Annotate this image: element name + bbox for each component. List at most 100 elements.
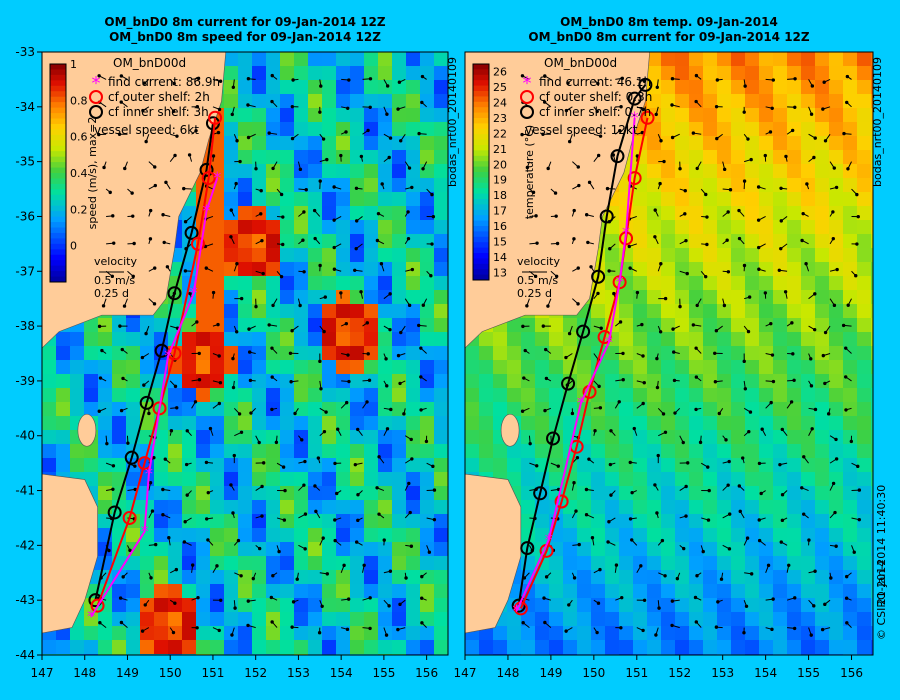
- current-arrowhead: [161, 513, 165, 517]
- current-arrowhead: [663, 574, 667, 578]
- current-arrowhead: [384, 633, 389, 637]
- data-field: * * * * * * *: [465, 52, 873, 655]
- x-tick-label: 153: [287, 666, 310, 680]
- current-arrowhead: [353, 462, 358, 467]
- current-arrowhead: [431, 214, 436, 219]
- track-marker-circle: [610, 149, 625, 164]
- current-arrowhead: [281, 242, 285, 247]
- current-arrowhead: [173, 601, 177, 605]
- chart-subtitle: OM_bnD0 8m speed for 09-Jan-2014 12Z: [109, 30, 381, 45]
- copyright-label: © CSIRO 2014: [875, 560, 888, 640]
- current-arrowhead: [809, 112, 814, 116]
- velocity-key-title: velocity: [94, 255, 137, 268]
- current-arrowhead: [655, 85, 659, 89]
- current-arrowhead: [161, 487, 165, 492]
- current-arrowhead: [598, 567, 602, 572]
- track-find-current: *******: [513, 108, 639, 620]
- current-arrowhead: [335, 491, 339, 496]
- current-arrowhead: [193, 400, 198, 404]
- current-arrowhead: [546, 166, 550, 171]
- current-arrowhead: [619, 626, 623, 630]
- current-arrowhead: [845, 621, 849, 625]
- current-arrowhead: [620, 595, 624, 600]
- current-arrowhead: [332, 185, 336, 189]
- current-arrowhead: [119, 408, 124, 413]
- current-arrowhead: [194, 128, 198, 133]
- current-arrowhead: [778, 462, 782, 467]
- current-arrowhead: [339, 291, 343, 295]
- current-arrowhead: [783, 290, 788, 294]
- colorbar-segment: [473, 177, 489, 184]
- current-arrowhead: [182, 186, 186, 191]
- current-arrowhead: [534, 214, 538, 218]
- current-arrowhead: [834, 185, 839, 190]
- current-arrowhead: [424, 439, 429, 444]
- current-arrowhead: [543, 347, 548, 352]
- current-arrowhead: [238, 159, 242, 164]
- current-arrowhead: [654, 112, 658, 117]
- current-arrowhead: [420, 621, 424, 625]
- current-arrowhead: [182, 540, 187, 544]
- current-arrowhead: [367, 378, 372, 383]
- current-arrowhead: [375, 238, 380, 243]
- current-arrowhead: [97, 409, 101, 413]
- current-arrowhead: [148, 237, 153, 241]
- current-arrowhead: [722, 303, 727, 308]
- current-arrowhead: [318, 263, 322, 268]
- current-arrowhead: [663, 296, 668, 301]
- legend-label: cf inner shelf: 0.7h: [539, 105, 651, 119]
- current-arrowhead: [572, 208, 576, 213]
- current-arrowhead: [237, 412, 242, 416]
- current-arrowhead: [388, 136, 393, 140]
- current-arrowhead: [147, 411, 151, 416]
- current-arrowhead: [128, 548, 132, 553]
- current-arrowhead: [706, 518, 711, 522]
- current-arrowhead: [323, 295, 327, 299]
- current-arrowhead: [829, 576, 833, 580]
- colorbar-tick-label: 26: [493, 66, 507, 79]
- current-arrowhead: [325, 572, 330, 576]
- current-arrowhead: [304, 188, 308, 192]
- current-arrowhead: [290, 136, 295, 141]
- colorbar-segment: [473, 123, 489, 130]
- current-arrowhead: [749, 572, 754, 576]
- current-arrowhead: [844, 375, 848, 379]
- track-find-current: *******: [87, 168, 221, 626]
- current-arrowhead: [290, 104, 295, 109]
- current-arrowhead: [704, 274, 708, 279]
- tasmania-coast: [42, 473, 98, 634]
- y-tick-label: -35: [15, 155, 35, 169]
- current-arrowhead: [248, 378, 253, 383]
- current-arrowhead: [854, 274, 858, 278]
- current-arrowhead: [596, 601, 601, 605]
- current-arrowhead: [531, 190, 536, 195]
- chart-title: OM_bnD0 8m temp. 09-Jan-2014: [560, 15, 778, 30]
- current-arrowhead: [546, 304, 550, 308]
- current-arrowhead: [246, 77, 251, 81]
- y-tick-label: -43: [15, 593, 35, 607]
- current-arrowhead: [835, 267, 839, 272]
- colorbar-segment: [473, 155, 489, 162]
- current-arrowhead: [298, 167, 303, 172]
- current-arrowhead: [544, 376, 549, 381]
- colorbar-segment: [50, 243, 66, 250]
- current-arrowhead: [396, 627, 400, 632]
- current-arrowhead: [366, 128, 370, 133]
- current-arrowhead: [385, 112, 389, 116]
- colorbar-label: speed (m/s), max=2: [86, 117, 99, 230]
- colorbar-tick-label: 13: [493, 266, 507, 279]
- current-arrowhead: [111, 214, 115, 218]
- current-arrowhead: [642, 380, 646, 385]
- current-arrowhead: [301, 238, 305, 242]
- colorbar-segment: [473, 101, 489, 108]
- current-arrowhead: [173, 153, 177, 158]
- current-arrowhead: [605, 186, 610, 191]
- current-arrowhead: [121, 575, 125, 579]
- current-arrowhead: [715, 78, 720, 82]
- track-marker-star: *: [190, 283, 198, 302]
- current-arrowhead: [555, 241, 560, 246]
- current-arrowhead: [420, 74, 425, 79]
- colorbar-segment: [50, 118, 66, 125]
- colorbar-segment: [473, 247, 489, 254]
- current-arrowhead: [855, 242, 859, 246]
